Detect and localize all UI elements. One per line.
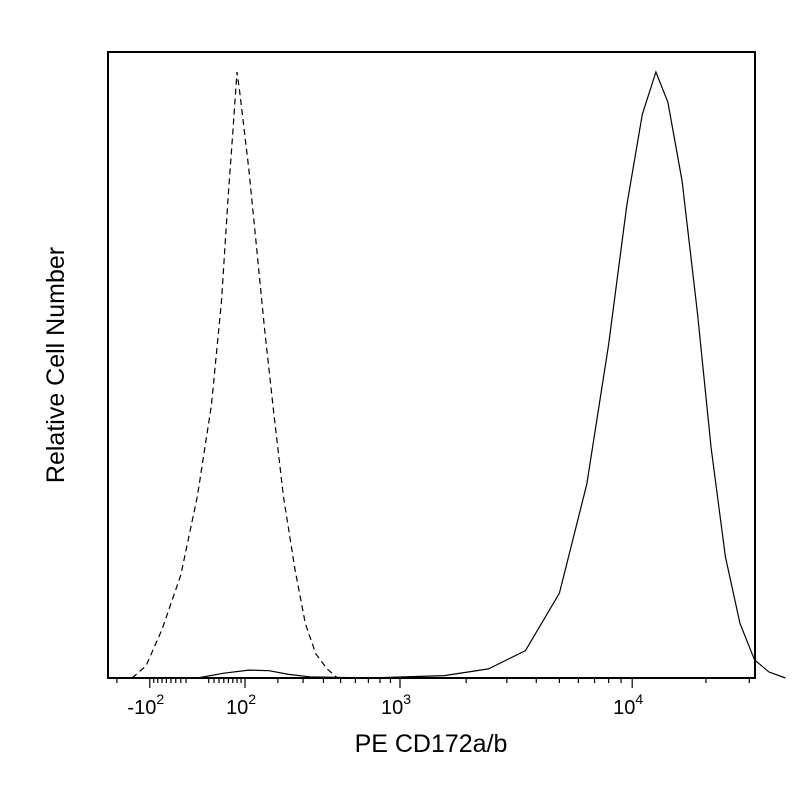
x-tick-label-base: -10	[127, 697, 156, 719]
x-tick-label: -102	[127, 691, 164, 719]
histogram-curves	[131, 70, 786, 679]
x-axis: -102102103104105	[116, 678, 750, 719]
x-tick-label: 104	[613, 691, 643, 719]
x-tick-label: 102	[226, 691, 256, 719]
x-tick-label-exponent: 4	[635, 691, 643, 707]
x-tick-label-exponent: 2	[248, 691, 256, 707]
dashed-control-curve	[131, 71, 338, 679]
x-tick-label-base: 10	[613, 697, 635, 719]
x-tick-label-exponent: 2	[156, 691, 164, 707]
x-tick-label-base: 10	[226, 697, 248, 719]
plot-area	[107, 51, 756, 679]
x-tick-label-base: 10	[381, 697, 403, 719]
x-tick-label-exponent: 3	[403, 691, 411, 707]
x-axis-label: PE CD172a/b	[355, 730, 508, 758]
y-axis-label: Relative Cell Number	[42, 247, 70, 483]
solid-stained-curve	[197, 70, 786, 679]
plot-frame	[107, 51, 756, 679]
x-tick-label: 103	[381, 691, 411, 719]
